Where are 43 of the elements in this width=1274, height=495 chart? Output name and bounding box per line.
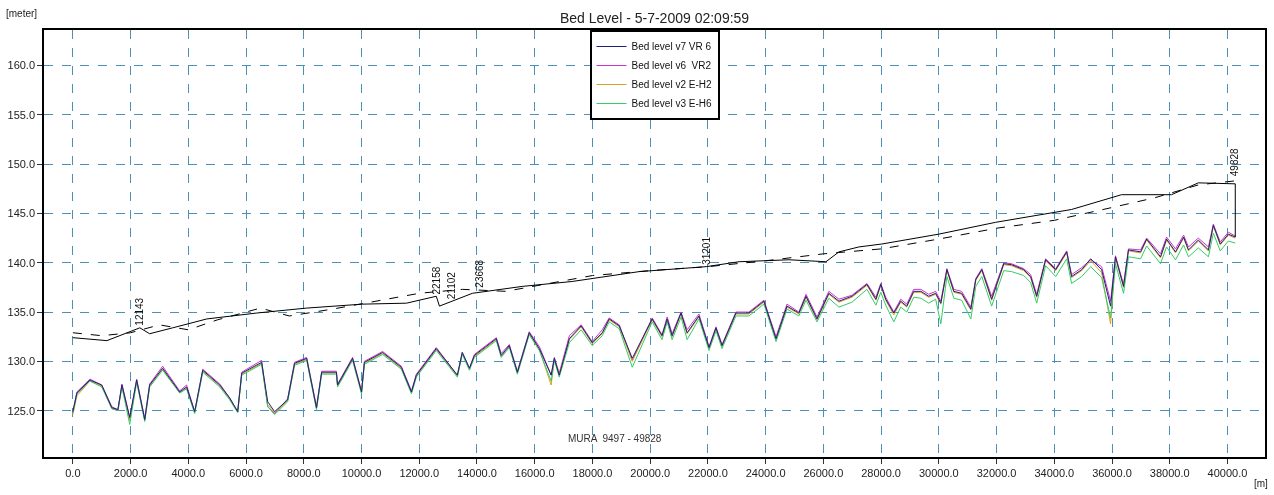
- x-tick-label: 18000.0: [572, 466, 613, 479]
- y-tick-label: 150.0: [7, 157, 36, 170]
- x-tick-label: 14000.0: [457, 466, 497, 479]
- x-tick-label: 38000.0: [1149, 466, 1190, 479]
- x-tick-label: 32000.0: [976, 466, 1017, 479]
- annotation: 31201: [700, 236, 712, 265]
- annotation: 22158: [431, 266, 443, 295]
- x-tick-label: 26000.0: [803, 466, 844, 479]
- x-tick-label: 40000.0: [1207, 466, 1248, 479]
- annotation: MURA 9497 - 49828: [568, 433, 662, 444]
- x-tick-label: 22000.0: [688, 466, 728, 479]
- y-tick-label: 130.0: [7, 355, 36, 368]
- x-tick-label: 24000.0: [745, 466, 786, 479]
- x-axis-title: [m]: [1254, 478, 1269, 489]
- legend-label: Bed level v2 E-H2: [631, 79, 712, 91]
- y-tick-label: 155.0: [7, 108, 36, 121]
- x-tick-label: 4000.0: [171, 466, 206, 479]
- y-tick-label: 135.0: [7, 305, 36, 318]
- x-tick-label: 12000.0: [399, 466, 440, 479]
- x-tick-label: 8000.0: [286, 466, 321, 479]
- legend-label: Bed level v6 VR2: [631, 60, 712, 72]
- x-tick-label: 30000.0: [918, 466, 959, 479]
- chart-title: Bed Level - 5-7-2009 02:09:59: [560, 10, 750, 26]
- legend-label: Bed level v7 VR 6: [631, 41, 712, 53]
- x-tick-label: 0.0: [65, 466, 81, 479]
- x-tick-label: 10000.0: [341, 466, 382, 479]
- annotation: 23668: [473, 259, 485, 288]
- x-tick-label: 6000.0: [229, 466, 263, 479]
- y-tick-label: 145.0: [7, 207, 36, 220]
- y-tick-label: 160.0: [7, 59, 36, 72]
- x-tick-label: 20000.0: [630, 466, 671, 479]
- y-axis-title: [meter]: [6, 8, 38, 19]
- y-tick-label: 140.0: [7, 256, 36, 269]
- x-tick-label: 16000.0: [514, 466, 555, 479]
- x-tick-label: 34000.0: [1034, 466, 1075, 479]
- y-tick-label: 125.0: [7, 404, 36, 417]
- x-tick-label: 36000.0: [1092, 466, 1132, 479]
- x-tick-label: 2000.0: [113, 466, 148, 479]
- annotation: 12143: [134, 297, 146, 326]
- legend-label: Bed level v3 E-H6: [631, 98, 712, 110]
- x-tick-label: 28000.0: [861, 466, 901, 479]
- annotation: 21102: [445, 271, 457, 300]
- annotation: 49828: [1229, 147, 1241, 177]
